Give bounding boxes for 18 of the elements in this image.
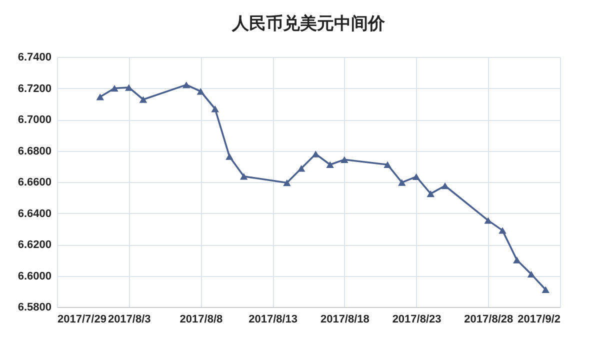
x-tick-label: 2017/7/29 xyxy=(58,314,106,326)
x-tick-label: 2017/8/23 xyxy=(392,314,442,326)
y-tick-label: 6.6000 xyxy=(18,270,52,282)
y-tick-label: 6.7000 xyxy=(18,114,52,126)
x-tick-label: 2017/8/8 xyxy=(180,314,223,326)
x-tick-label: 2017/8/18 xyxy=(320,314,370,326)
x-tick-label: 2017/8/28 xyxy=(464,314,514,326)
y-tick-label: 6.6400 xyxy=(18,208,52,220)
y-tick-label: 6.6800 xyxy=(18,145,52,158)
x-tick-label: 2017/8/3 xyxy=(108,314,151,326)
y-tick-label: 6.7200 xyxy=(18,82,52,95)
x-tick-label: 2017/9/2 xyxy=(518,314,560,326)
x-tick-label: 2017/8/13 xyxy=(248,314,298,326)
y-tick-label: 6.6600 xyxy=(18,176,52,188)
y-tick-label: 6.6200 xyxy=(18,239,52,251)
chart-title: 人民币兑美元中间价 xyxy=(231,14,386,33)
y-tick-label: 6.5800 xyxy=(18,302,52,314)
y-tick-label: 6.7400 xyxy=(18,52,52,64)
